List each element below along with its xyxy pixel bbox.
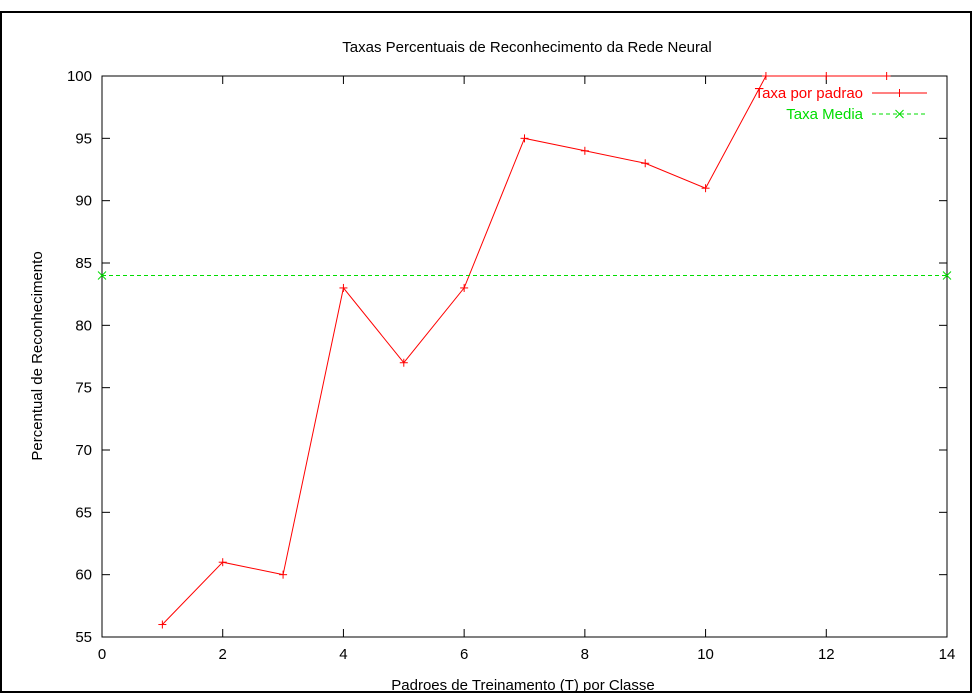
x-tick-label: 10	[697, 646, 714, 663]
y-tick-label: 95	[75, 130, 92, 147]
data-point	[761, 72, 770, 80]
data-point	[218, 558, 227, 567]
legend-entry-taxa-por-padrao: Taxa por padrao	[755, 85, 927, 102]
x-tick-label: 12	[818, 646, 835, 663]
series-taxa-por-padrao	[158, 72, 891, 629]
legend-marker	[895, 109, 904, 119]
y-tick-label: 100	[67, 68, 92, 85]
axis-ticks: 0 2 4 6 8 10 12 14 55 60 65 70 75 80 85 90 95 100	[67, 68, 955, 663]
data-point-d2	[942, 271, 952, 280]
y-tick-label: 80	[75, 317, 92, 334]
x-tick-label: 8	[581, 646, 589, 663]
series-layer	[97, 72, 952, 629]
y-tick-label: 85	[75, 255, 92, 272]
data-point	[580, 146, 589, 155]
y-tick-label: 65	[75, 504, 92, 521]
data-point	[399, 358, 408, 367]
data-point	[520, 134, 529, 143]
series-taxa-media	[97, 271, 952, 280]
y-tick-label: 55	[75, 629, 92, 646]
y-tick-label: 75	[75, 380, 92, 397]
plot-area-border	[101, 75, 948, 638]
data-point	[822, 72, 831, 80]
data-point	[882, 72, 891, 80]
data-point	[279, 570, 288, 579]
chart-title: Taxas Percentuais de Reconhecimento da R…	[342, 39, 711, 56]
x-tick-label: 6	[460, 646, 468, 663]
data-point	[942, 271, 952, 280]
y-tick-label: 70	[75, 442, 92, 459]
x-tick-label: 14	[939, 646, 956, 663]
data-point	[641, 159, 650, 168]
y-axis-label: Percentual de Reconhecimento	[29, 251, 46, 460]
legend-label: Taxa Media	[786, 106, 863, 123]
data-point	[97, 271, 107, 280]
y-tick-label: 90	[75, 193, 92, 210]
data-point	[158, 620, 167, 629]
legend-label: Taxa por padrao	[755, 85, 863, 102]
legend-marker	[895, 89, 904, 97]
x-axis-label: Padroes de Treinamento (T) por Classe	[391, 677, 654, 694]
legend-marker-d2	[895, 109, 904, 119]
data-point	[460, 283, 469, 292]
x-tick-label: 4	[339, 646, 347, 663]
x-tick-label: 2	[219, 646, 227, 663]
figure-frame	[0, 11, 972, 693]
legend: Taxa por padrao Taxa Media	[755, 85, 927, 123]
legend-entry-taxa-media: Taxa Media	[786, 106, 927, 123]
y-tick-label: 60	[75, 567, 92, 584]
data-point	[701, 184, 710, 193]
series-line	[162, 75, 887, 625]
data-point-d2	[97, 271, 107, 280]
x-tick-label: 0	[98, 646, 106, 663]
data-point	[339, 283, 348, 292]
